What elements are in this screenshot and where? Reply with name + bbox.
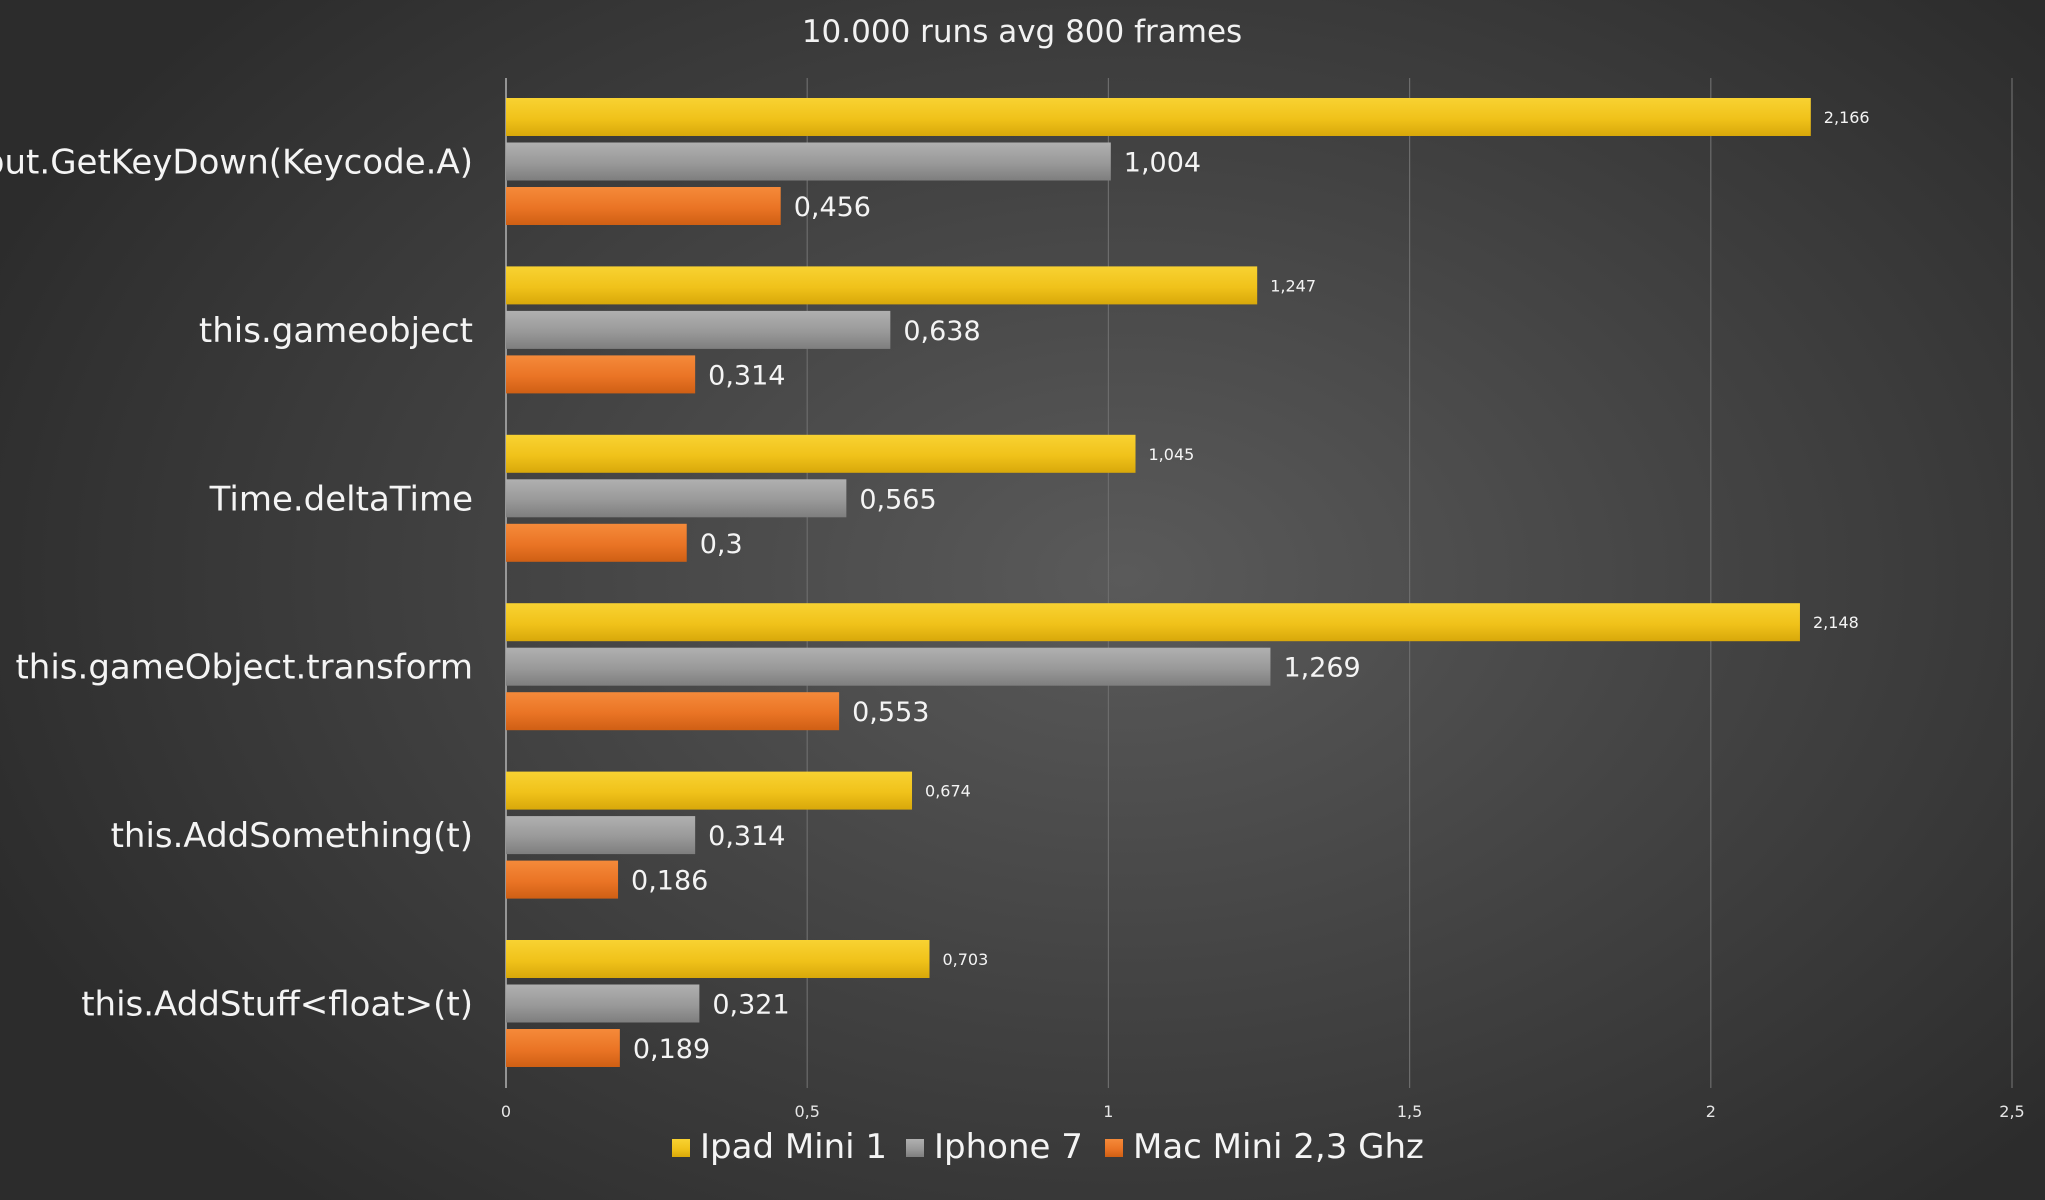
bar [506,816,696,855]
x-tick-label: 2 [1706,1102,1716,1121]
category-label: this.AddSomething(t) [111,816,473,856]
bar-value-label: 0,456 [794,192,871,223]
bar-value-label: 1,045 [1149,445,1195,464]
x-tick-label: 1,5 [1397,1102,1422,1121]
bar-value-label: 2,166 [1824,108,1870,127]
bar-value-label: 0,674 [925,782,971,801]
category-label: this.gameObject.transform [15,648,473,688]
bar-value-label: 0,638 [903,316,980,347]
x-tick-label: 0 [501,1102,511,1121]
legend-swatch [906,1139,924,1157]
bar-value-label: 2,148 [1813,613,1859,632]
chart-title: 10.000 runs avg 800 frames [802,14,1242,50]
legend-swatch [1105,1139,1123,1157]
bar [506,266,1258,305]
bar-value-label: 0,565 [859,484,936,515]
bar [506,771,913,810]
bar-value-label: 1,269 [1283,653,1360,684]
bar-value-label: 0,3 [700,529,743,560]
x-tick-label: 1 [1103,1102,1113,1121]
legend-swatch [672,1139,690,1157]
bar-value-label: 0,553 [852,697,929,728]
bar-value-label: 0,186 [631,866,708,897]
bar [506,98,1811,136]
bar [506,310,891,349]
category-label: Time.deltaTime [209,479,473,519]
bar-value-label: 0,703 [942,950,988,969]
bar [506,647,1271,686]
bar [506,692,840,731]
value-labels: 2,166 1,004 0,456 1,247 0,638 0,314 1,045 0,565… [631,108,1870,1065]
legend-label: Iphone 7 [934,1127,1083,1167]
bar [506,523,687,562]
category-labels: Input.GetKeyDown(Keycode.A) this.gameobje… [0,143,473,1025]
bar-value-label: 0,314 [708,821,785,852]
legend: Ipad Mini 1 Iphone 7 Mac Mini 2,3 Ghz [672,1127,1424,1167]
x-axis-ticks: 0 0,5 1 1,5 2 2,5 [501,1102,2025,1121]
bar-value-label: 1,247 [1270,276,1316,295]
gridlines [505,78,2013,1088]
bar [506,187,781,225]
category-label: this.AddStuff<float>(t) [81,985,473,1025]
bar-value-label: 1,004 [1124,148,1201,179]
bar [506,603,1800,642]
bar [506,434,1136,473]
x-tick-label: 0,5 [794,1102,819,1121]
bars [506,98,1811,1067]
bar [506,479,847,518]
bar [506,142,1111,181]
bar [506,1029,620,1067]
bar-value-label: 0,314 [708,360,785,391]
category-label: Input.GetKeyDown(Keycode.A) [0,143,473,183]
bar [506,984,700,1023]
bar-value-label: 0,189 [633,1034,710,1065]
legend-label: Ipad Mini 1 [700,1127,887,1167]
category-label: this.gameobject [199,311,473,351]
bar-value-label: 0,321 [712,990,789,1021]
bar [506,940,930,978]
bar [506,860,619,899]
bar [506,355,696,394]
legend-label: Mac Mini 2,3 Ghz [1133,1127,1424,1167]
x-tick-label: 2,5 [1999,1102,2024,1121]
